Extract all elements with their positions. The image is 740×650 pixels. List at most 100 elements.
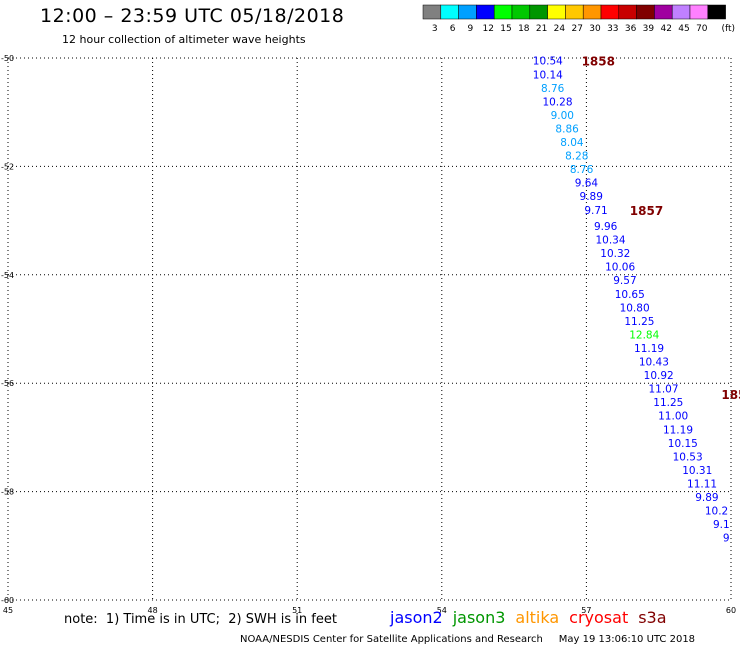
color-scale-label: 18: [518, 24, 530, 34]
color-scale-swatch: [529, 4, 548, 20]
color-scale-swatch: [440, 4, 459, 20]
color-scale-swatch: [654, 4, 673, 20]
wave-height-point: 10.14: [533, 69, 563, 81]
color-scale-label: 42: [660, 24, 671, 34]
wave-height-point: 10.53: [673, 451, 703, 463]
wave-height-points: 10.5410.148.7610.289.008.868.048.288.769…: [533, 56, 730, 545]
wave-height-point: 9.71: [584, 205, 607, 217]
wave-height-point: 11.19: [634, 343, 664, 355]
time-label: 185: [721, 388, 740, 402]
wave-height-point: 10.80: [620, 302, 650, 314]
color-scale-swatch: [582, 4, 602, 20]
chart-title: 12:00 – 23:59 UTC 05/18/2018: [40, 5, 345, 27]
color-scale-unit: (ft): [721, 24, 735, 34]
x-tick-label: 45: [3, 606, 13, 615]
mission-legend-item: cryosat: [569, 608, 629, 627]
color-scale-label: 15: [500, 24, 511, 34]
wave-height-point: 12.84: [629, 329, 659, 341]
color-scale-label: 6: [450, 24, 456, 34]
wave-height-point: 8.04: [560, 137, 584, 149]
color-scale-label: 70: [696, 24, 708, 34]
wave-height-point: 8.76: [570, 164, 594, 176]
color-scale-swatch: [618, 4, 637, 20]
color-scale-swatch: [476, 4, 495, 20]
mission-legend-item: jason3: [452, 608, 506, 627]
color-scale-label: 27: [571, 24, 582, 34]
color-scale-swatch: [493, 4, 513, 20]
x-tick-label: 57: [581, 606, 591, 615]
x-tick-label: 60: [726, 606, 736, 615]
wave-height-point: 8.76: [541, 83, 565, 95]
mission-legend-item: jason2: [390, 608, 443, 627]
wave-height-point: 9.89: [580, 191, 603, 203]
mission-legend: jason2 jason3 altika cryosat s3a: [390, 608, 677, 627]
wave-height-point: 11.25: [624, 316, 654, 328]
wave-height-point: 10.54: [533, 56, 563, 68]
wave-height-point: 11.07: [648, 384, 678, 396]
wave-height-point: 10.15: [668, 438, 698, 450]
wave-height-point: 10.32: [600, 248, 630, 260]
color-scale-swatch: [689, 4, 709, 20]
wave-height-point: 11.19: [663, 424, 693, 436]
wave-height-point: 10.31: [682, 465, 712, 477]
time-labels: 1858 1857 185: [582, 55, 740, 402]
color-scale-swatch: [547, 4, 566, 20]
wave-height-point: 10.92: [644, 370, 674, 382]
y-tick-label: -58: [1, 488, 14, 497]
color-scale-label: 24: [554, 24, 566, 34]
color-scale-swatch: [458, 4, 477, 20]
color-scale-label: 12: [482, 24, 493, 34]
time-label: 1858: [582, 55, 615, 69]
wave-height-point: 8.28: [565, 151, 588, 163]
color-scale-swatch: [600, 4, 620, 20]
wave-height-point: 9.64: [575, 178, 599, 190]
y-tick-label: -50: [1, 54, 14, 63]
wave-height-point: 9: [723, 533, 730, 545]
wave-height-point: 10.43: [639, 357, 669, 369]
wave-height-point: 11.00: [658, 411, 688, 423]
credit-line: NOAA/NESDIS Center for Satellite Applica…: [240, 634, 696, 645]
color-scale-label: 30: [589, 24, 601, 34]
time-label: 1857: [630, 204, 663, 218]
color-scale-label: 39: [643, 24, 655, 34]
color-scale-legend: 3 6 9 12 15 18 21 24 27 30 33 36 39 42 45 70 (ft): [422, 4, 735, 34]
y-tick-label: -52: [1, 162, 14, 171]
x-tick-label: 54: [437, 606, 447, 615]
color-scale-label: 45: [678, 24, 689, 34]
wave-height-point: 10.65: [615, 289, 645, 301]
wave-height-point: 9.57: [613, 275, 636, 287]
y-tick-label: -60: [1, 596, 14, 605]
color-scale-label: 36: [625, 24, 637, 34]
axis-tick-labels: 45 48 51 54 57 60 -50 -52 -54 -56 -58 -60: [1, 54, 736, 615]
color-scale-label: 21: [536, 24, 547, 34]
footnote: note: 1) Time is in UTC; 2) SWH is in fe…: [64, 612, 337, 627]
color-scale-swatch: [422, 4, 442, 20]
wave-height-point: 8.86: [555, 123, 579, 135]
color-scale-swatch: [511, 4, 531, 20]
color-scale-label: 9: [468, 24, 474, 34]
color-scale-label: 33: [607, 24, 618, 34]
mission-legend-item: altika: [515, 608, 560, 627]
wave-height-point: 10.34: [595, 235, 625, 247]
x-tick-label: 48: [148, 606, 158, 615]
wave-height-point: 10.2: [705, 506, 728, 518]
wave-height-point: 9.96: [594, 221, 618, 233]
wave-height-point: 10.28: [542, 96, 572, 108]
mission-legend-item: s3a: [638, 608, 667, 627]
wave-height-point: 9.00: [551, 110, 574, 122]
y-tick-label: -54: [1, 271, 14, 280]
color-scale-swatch: [636, 4, 655, 20]
x-tick-label: 51: [292, 606, 302, 615]
chart-subtitle: 12 hour collection of altimeter wave hei…: [62, 33, 306, 46]
wave-height-point: 9.1: [713, 519, 730, 531]
grid-lines: [7, 57, 732, 601]
color-scale-swatch: [565, 4, 584, 20]
color-scale-swatch: [671, 4, 691, 20]
wave-height-point: 11.11: [687, 478, 717, 490]
color-scale-label: 3: [432, 24, 438, 34]
color-scale-swatch: [707, 4, 726, 20]
wave-height-point: 10.06: [605, 262, 635, 274]
wave-height-point: 11.25: [653, 397, 683, 409]
y-tick-label: -56: [1, 379, 14, 388]
